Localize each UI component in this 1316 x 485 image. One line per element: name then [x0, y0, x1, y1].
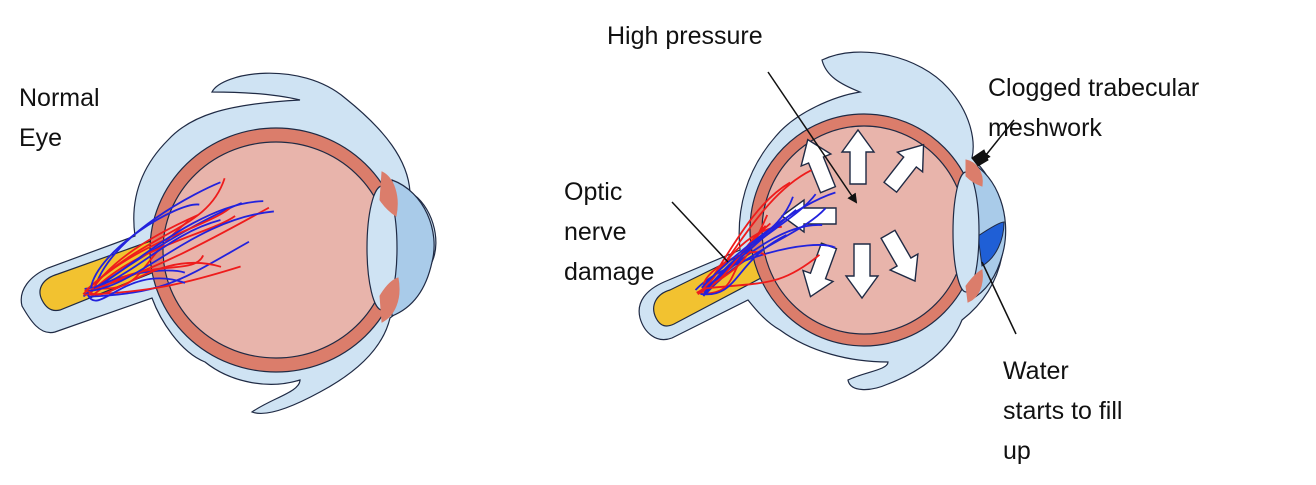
label-normal-eye-line1: Normal — [19, 84, 100, 112]
pressure-arrow-up-right — [883, 143, 925, 194]
label-clogged-meshwork: Clogged trabecular meshwork — [988, 68, 1199, 148]
meshwork-pointer — [980, 119, 1015, 162]
blood-vessel — [93, 181, 221, 291]
normal-eye-iris-top — [379, 171, 398, 217]
pressure-arrow-up — [840, 128, 876, 185]
blood-vessel — [697, 169, 812, 294]
pressure-arrow-down — [844, 243, 880, 300]
leader-lines — [671, 71, 1017, 335]
label-high-pressure: High pressure — [607, 16, 763, 56]
label-optic-line3: damage — [564, 258, 655, 286]
normal-eye — [20, 72, 437, 414]
label-normal-eye-line2: Eye — [19, 124, 63, 152]
glaucoma-eye-iris-top — [965, 159, 983, 187]
pressure-arrow-down-left — [801, 242, 838, 298]
blood-vessel — [700, 234, 787, 296]
blood-vessel — [84, 177, 226, 293]
normal-eye-blood-vessels — [82, 177, 274, 302]
high-pressure-pointer — [767, 71, 858, 204]
normal-eye-vitreous — [162, 141, 390, 359]
label-optic-line2: nerve — [564, 218, 627, 246]
water-pointer — [981, 261, 1017, 335]
label-clogged-line1: Clogged trabecular — [988, 74, 1200, 102]
glaucoma-eye-lens — [952, 171, 980, 293]
optic-damage-pointer — [671, 201, 729, 263]
blood-vessel — [88, 210, 274, 292]
glaucoma-eye — [638, 51, 1007, 391]
label-normal-eye: Normal Eye — [19, 78, 100, 158]
label-water-line2: starts to fill — [1003, 397, 1123, 425]
glaucoma-eye-iris-bottom — [965, 269, 983, 303]
blood-vessel — [703, 196, 794, 294]
glaucoma-eye-fluid — [977, 221, 1005, 267]
pressure-arrows — [780, 128, 925, 300]
blood-vessel — [90, 203, 200, 289]
label-water-line3: up — [1003, 437, 1031, 465]
blood-vessel — [694, 244, 836, 291]
blood-vessel — [93, 200, 264, 289]
normal-eye-iris-bottom — [379, 277, 400, 323]
label-optic-line1: Optic — [564, 178, 623, 206]
blood-vessel — [88, 240, 250, 298]
pressure-arrow-down-right — [880, 229, 919, 283]
blood-vessel — [88, 214, 199, 295]
label-water-fill: Water starts to fill up — [1003, 351, 1122, 471]
label-optic-nerve-damage: Optic nerve damage — [564, 172, 654, 292]
glaucoma-eye-blood-vessels — [694, 169, 836, 297]
blood-vessel — [84, 265, 241, 296]
blood-vessel — [703, 254, 821, 290]
blood-vessel — [701, 191, 836, 289]
blood-vessel — [87, 277, 186, 302]
label-clogged-line2: meshwork — [988, 114, 1102, 142]
label-water-line1: Water — [1003, 357, 1069, 385]
normal-eye-cornea — [391, 179, 435, 317]
label-high-pressure-text: High pressure — [607, 22, 763, 50]
